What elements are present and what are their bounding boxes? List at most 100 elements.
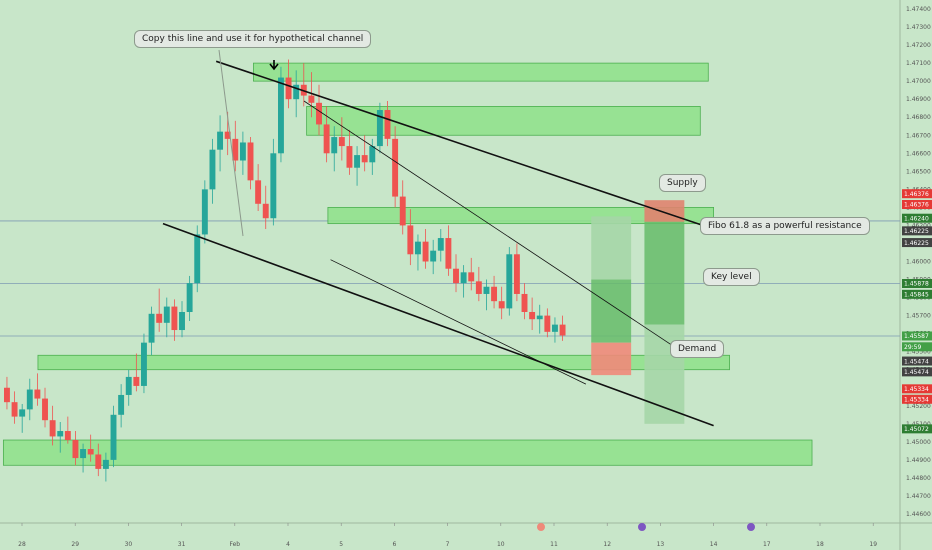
price-badge — [902, 189, 932, 199]
candle-body — [369, 146, 376, 163]
candle-body — [64, 431, 71, 441]
candle-body — [354, 155, 361, 168]
candle-body — [491, 286, 498, 302]
y-tick-label: 1.45500 — [906, 349, 931, 356]
channel-line — [215, 60, 714, 230]
price-badge — [902, 367, 932, 377]
y-tick-label: 1.47300 — [906, 24, 931, 31]
candle-body — [179, 311, 185, 331]
price-badge-label: 1.45587 — [904, 333, 929, 340]
candle-body — [468, 272, 475, 282]
price-badge — [902, 289, 932, 299]
candle-body — [293, 84, 300, 100]
down-arrow-icon — [269, 60, 279, 71]
calendar-event-icon — [638, 523, 646, 531]
candle-body — [559, 324, 566, 336]
candle-body — [133, 376, 140, 386]
candle-body — [186, 283, 193, 312]
price-badge-label: 29:59 — [904, 344, 921, 351]
x-tick-label: 19 — [869, 541, 877, 548]
long-target-area — [591, 216, 632, 280]
x-tick-label: 11 — [550, 541, 558, 548]
candle-body — [232, 138, 239, 161]
candle-body — [49, 420, 56, 437]
note-pointer-line — [218, 49, 244, 237]
candle-body — [247, 142, 254, 181]
candle-body — [194, 234, 201, 284]
y-tick-label: 1.44900 — [906, 457, 931, 464]
candle-body — [376, 110, 383, 147]
candle-body — [407, 225, 414, 255]
y-tick-label: 1.46700 — [906, 132, 931, 139]
candle-body — [460, 272, 467, 284]
candle-body — [346, 146, 353, 168]
candle-body — [57, 431, 64, 437]
x-tick-label: Feb — [229, 541, 240, 548]
candle-body — [26, 389, 33, 410]
candle-body — [475, 281, 482, 294]
x-tick-label: 29 — [71, 541, 79, 548]
zone-rectangle — [253, 62, 709, 82]
candle-body — [278, 77, 284, 154]
candle-body — [437, 238, 444, 251]
candle-body — [217, 131, 224, 150]
zone-rectangle — [37, 354, 730, 371]
y-tick-label: 1.46600 — [906, 150, 931, 157]
x-tick-label: 10 — [497, 541, 505, 548]
y-tick-label: 1.44700 — [906, 493, 931, 500]
candle-body — [95, 454, 102, 469]
candle-body — [285, 77, 292, 100]
x-tick-label: 13 — [657, 541, 665, 548]
y-tick-label: 1.46000 — [906, 259, 931, 266]
y-tick-label: 1.47000 — [906, 78, 931, 85]
candle-body — [453, 268, 459, 284]
candle-body — [392, 138, 399, 197]
x-tick-label: 31 — [178, 541, 186, 548]
price-badge-label: 1.46376 — [904, 191, 929, 198]
price-badge-label: 1.45845 — [904, 292, 929, 299]
candle-body — [255, 180, 262, 204]
y-tick-label: 1.46900 — [906, 96, 931, 103]
note-demand: Demand — [670, 340, 725, 358]
y-tick-label: 1.47100 — [906, 60, 931, 67]
candle-body — [316, 102, 322, 125]
y-tick-label: 1.47400 — [906, 6, 931, 13]
x-tick-label: 5 — [339, 541, 343, 548]
y-tick-label: 1.46800 — [906, 114, 931, 121]
candle-body — [513, 254, 520, 294]
x-tick-label: 18 — [816, 541, 824, 548]
y-tick-label: 1.44800 — [906, 475, 931, 482]
x-tick-label: 14 — [710, 541, 718, 548]
candle-body — [148, 313, 155, 343]
short-stop-area — [644, 200, 685, 222]
candle-body — [72, 440, 79, 459]
candle-body — [430, 250, 437, 262]
x-tick-label: 30 — [125, 541, 133, 548]
candle-body — [80, 449, 87, 459]
candle-body — [331, 137, 338, 154]
candle-body — [384, 110, 391, 139]
x-tick-label: 7 — [446, 541, 450, 548]
note-supply: Supply — [659, 174, 706, 192]
candle-body — [239, 142, 246, 161]
candle-body — [483, 286, 490, 294]
candle-body — [118, 394, 125, 415]
price-badge-label: 1.45474 — [904, 369, 929, 376]
price-badge — [902, 279, 932, 289]
price-badge-label: 1.46240 — [904, 215, 929, 222]
y-tick-label: 1.44600 — [906, 511, 931, 518]
price-badge-label: 1.46225 — [904, 240, 929, 247]
y-tick-label: 1.45700 — [906, 313, 931, 320]
price-badge-label: 1.45072 — [904, 426, 929, 433]
price-badge — [902, 424, 932, 434]
candle-body — [521, 293, 528, 312]
candle-body — [399, 196, 406, 226]
price-badge — [902, 213, 932, 223]
candle-body — [506, 254, 513, 309]
x-tick-label: 6 — [392, 541, 396, 548]
candle-body — [4, 387, 10, 403]
candle-body — [201, 189, 208, 235]
zone-rectangle — [2, 439, 813, 466]
candle-body — [163, 306, 170, 323]
